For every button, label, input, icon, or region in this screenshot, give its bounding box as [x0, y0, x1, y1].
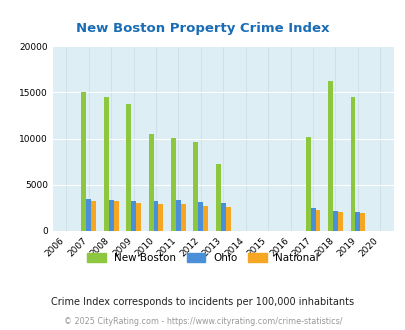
Bar	[131, 201, 136, 231]
Bar	[215, 164, 220, 231]
Bar	[310, 208, 315, 231]
Text: © 2025 CityRating.com - https://www.cityrating.com/crime-statistics/: © 2025 CityRating.com - https://www.city…	[64, 317, 341, 326]
Bar	[315, 210, 320, 231]
Bar	[360, 213, 364, 231]
Bar	[305, 137, 310, 231]
Bar	[171, 138, 175, 231]
Bar	[327, 81, 332, 231]
Bar	[136, 203, 141, 231]
Bar	[332, 211, 337, 231]
Bar	[181, 204, 185, 231]
Bar	[158, 204, 163, 231]
Bar	[220, 203, 225, 231]
Bar	[203, 206, 208, 231]
Bar	[337, 212, 342, 231]
Bar	[126, 104, 131, 231]
Bar	[109, 200, 113, 231]
Bar	[350, 97, 355, 231]
Bar	[355, 212, 360, 231]
Bar	[193, 142, 198, 231]
Bar	[198, 202, 203, 231]
Bar	[153, 201, 158, 231]
Bar	[103, 97, 109, 231]
Bar	[225, 207, 230, 231]
Bar	[91, 201, 96, 231]
Bar	[175, 200, 181, 231]
Legend: New Boston, Ohio, National: New Boston, Ohio, National	[83, 248, 322, 267]
Text: New Boston Property Crime Index: New Boston Property Crime Index	[76, 21, 329, 35]
Bar	[81, 92, 86, 231]
Text: Crime Index corresponds to incidents per 100,000 inhabitants: Crime Index corresponds to incidents per…	[51, 297, 354, 307]
Bar	[113, 201, 118, 231]
Bar	[148, 134, 153, 231]
Bar	[86, 199, 91, 231]
